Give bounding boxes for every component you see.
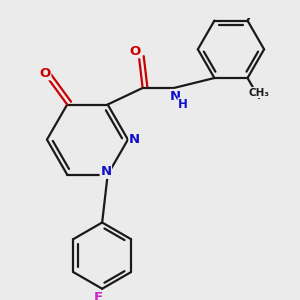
Text: CH₃: CH₃ [249,88,270,98]
Text: H: H [178,98,188,111]
Text: N: N [170,90,181,103]
Text: O: O [40,67,51,80]
Text: O: O [130,45,141,58]
Text: N: N [100,165,111,178]
Text: N: N [129,133,140,146]
Text: F: F [94,292,103,300]
Text: CH₃: CH₃ [262,0,283,2]
